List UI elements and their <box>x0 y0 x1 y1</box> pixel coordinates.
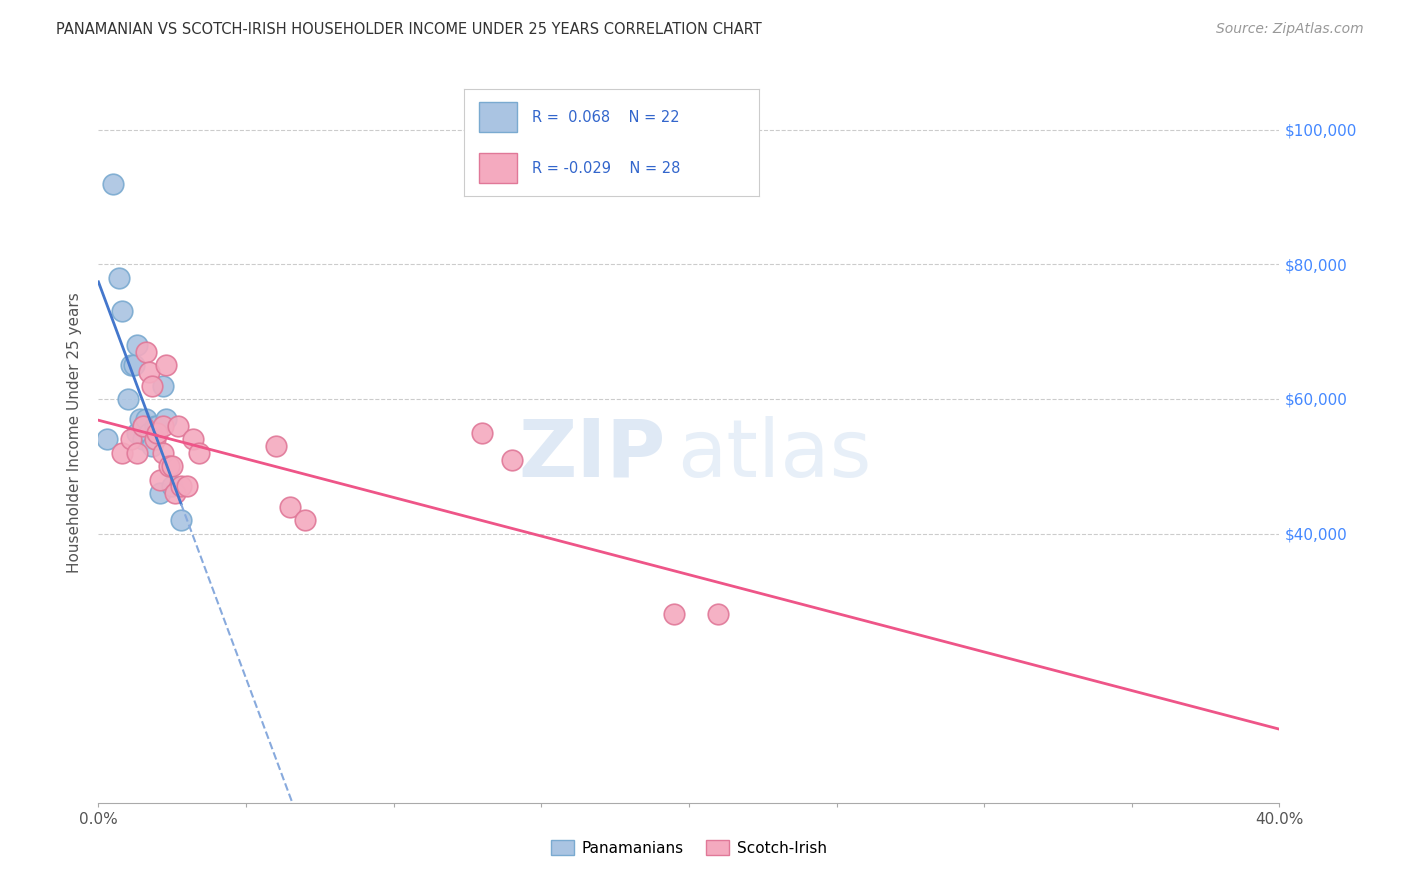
Point <box>152 418 174 433</box>
Point <box>167 418 190 433</box>
Point <box>117 392 139 406</box>
Text: R = -0.029    N = 28: R = -0.029 N = 28 <box>531 161 681 176</box>
Point <box>146 418 169 433</box>
Point <box>111 304 134 318</box>
Point <box>138 425 160 440</box>
Text: Source: ZipAtlas.com: Source: ZipAtlas.com <box>1216 22 1364 37</box>
Point <box>138 365 160 379</box>
Point <box>664 607 686 622</box>
Bar <box>478 102 517 132</box>
Point <box>135 344 157 359</box>
Point <box>132 418 155 433</box>
Point <box>181 433 204 447</box>
Point <box>187 446 209 460</box>
Point <box>146 425 169 440</box>
Point <box>157 459 180 474</box>
Point <box>141 439 163 453</box>
Point <box>125 338 148 352</box>
Point <box>149 473 172 487</box>
Point <box>170 479 193 493</box>
Text: atlas: atlas <box>678 416 872 494</box>
Point <box>132 433 155 447</box>
Point <box>125 425 148 440</box>
Bar <box>478 153 517 184</box>
Point <box>125 446 148 460</box>
Point <box>103 177 125 191</box>
Point <box>143 433 166 447</box>
Point <box>111 446 134 460</box>
Legend: Panamanians, Scotch-Irish: Panamanians, Scotch-Irish <box>544 834 834 862</box>
Text: PANAMANIAN VS SCOTCH-IRISH HOUSEHOLDER INCOME UNDER 25 YEARS CORRELATION CHART: PANAMANIAN VS SCOTCH-IRISH HOUSEHOLDER I… <box>56 22 762 37</box>
Point <box>132 418 155 433</box>
Point <box>176 479 198 493</box>
Point <box>155 412 177 426</box>
Point <box>165 486 187 500</box>
Point <box>108 270 131 285</box>
Point <box>162 459 183 474</box>
Point <box>152 378 174 392</box>
Text: R =  0.068    N = 22: R = 0.068 N = 22 <box>531 110 679 125</box>
Point <box>155 359 177 373</box>
Point <box>135 412 157 426</box>
Point <box>152 446 174 460</box>
Point <box>264 439 287 453</box>
Point <box>162 479 183 493</box>
Point <box>501 452 523 467</box>
Point <box>120 433 142 447</box>
Text: ZIP: ZIP <box>517 416 665 494</box>
Y-axis label: Householder Income Under 25 years: Householder Income Under 25 years <box>67 293 83 573</box>
Point <box>707 607 730 622</box>
Point <box>96 433 118 447</box>
Point <box>128 412 150 426</box>
Point <box>120 359 142 373</box>
Point <box>294 513 316 527</box>
Point <box>471 425 494 440</box>
Point <box>280 500 302 514</box>
Point <box>149 486 172 500</box>
Point <box>143 418 166 433</box>
Point <box>122 359 145 373</box>
Point <box>141 378 163 392</box>
Point <box>170 513 193 527</box>
